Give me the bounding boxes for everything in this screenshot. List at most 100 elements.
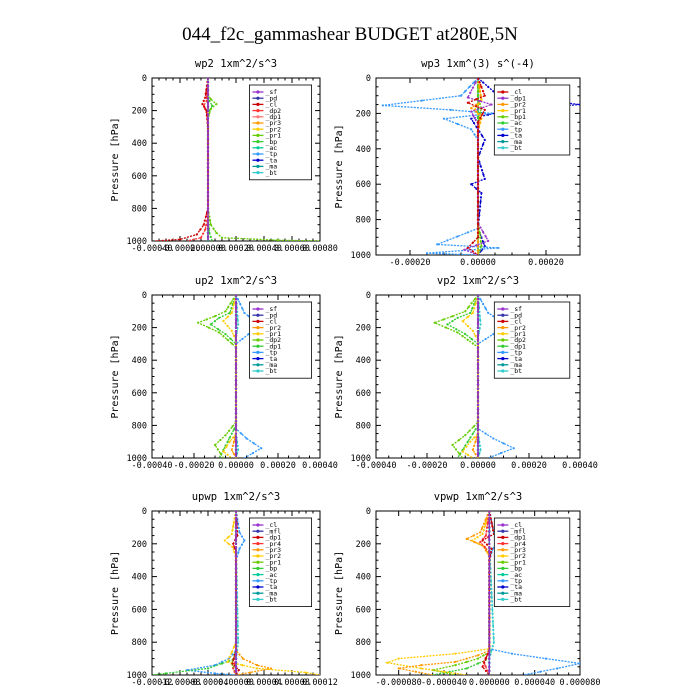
legend-label: _bt [265,169,277,177]
series-point_tp [512,447,515,450]
series-point_bt [490,583,493,586]
series-point_pr2 [226,660,229,663]
series-point_sf [206,78,210,80]
series-point_cl [488,649,491,652]
series-point_pr2 [304,671,308,674]
series-point_cl [476,78,480,80]
series-point_dp1 [471,307,474,310]
series-point_tp [456,235,459,238]
panel-title: vpwp 1xm^2/s^3 [434,491,523,503]
series-point_dp2 [467,306,470,309]
legend: _sf_pd_cl_pr2_pr1_dp2_dp1_tp_ta_ma_bt [249,301,313,379]
series-point_bt [478,314,481,318]
series-point_sf [206,235,210,239]
series-point_sf [206,113,210,116]
series-point_ta [482,143,485,146]
series-point_pr2 [471,539,474,542]
legend-marker [501,573,505,577]
series-point_sf [476,314,480,317]
legend-label: _bp [265,565,277,573]
legend-marker [256,338,260,342]
series-point_tp [245,437,248,440]
series-point_sf [476,403,480,407]
series-point_tp [492,315,495,318]
series-point_pr2 [476,249,480,252]
series-point_cl [234,530,238,533]
legend-marker [256,579,260,583]
legend-frame [249,84,313,181]
series-point_bp [208,99,211,102]
series-point_dp1 [446,323,449,326]
series-point_sf [476,359,480,362]
series-point_cl [234,534,238,537]
legend-marker [256,152,260,156]
series-point_cl [476,196,480,199]
series-point_pr2 [231,545,234,549]
legend-label: _dp2 [265,336,281,344]
series-point_cl [204,92,207,95]
series-point_bt [491,604,494,607]
legend-marker [501,363,505,367]
series-point_bt [236,637,240,640]
series-point_cl [466,101,469,104]
legend-label: _pr2 [510,324,526,332]
series-point_cl [234,641,238,644]
series-point_ta [483,138,486,142]
series-point_cl [471,250,474,253]
legend-label: _cl [265,101,277,109]
series-point_sf [476,452,480,456]
series-point_tp [473,133,476,136]
legend-label: _ac [510,119,522,127]
series-point_cl [476,130,480,133]
series-point_tp [252,442,255,445]
series-group [154,78,320,241]
series-point_pr1 [209,219,212,222]
series-point_sf [476,295,480,297]
series-point_pr4 [485,526,489,529]
series-point_pr3 [454,660,457,663]
series-point_sf [206,138,210,141]
series-point_sf [234,408,238,411]
series-point_bp1 [479,236,482,239]
series-point_bt [478,327,481,330]
series-point_sf [476,412,480,415]
series-point_dp1 [490,103,493,106]
series-group [384,511,580,675]
series-point_cl [205,88,208,91]
legend-marker [256,171,260,175]
series-point_bt [236,444,239,447]
legend-label: _bt [265,596,277,604]
series-point_tp [213,672,217,675]
series-point_cl [476,205,480,208]
series-point_dp1 [461,448,464,451]
series-point_sf [476,408,480,411]
series-point_tp [251,452,254,455]
series-point_ta [483,177,486,180]
series-point_sf [476,302,480,305]
series-point_tp [240,432,243,435]
series-point_dp2 [445,326,448,329]
series-point_ta [487,85,490,88]
legend-marker [501,542,505,546]
series-point_sf [234,346,238,350]
x-tick-label: -0.00040 [132,244,173,254]
series-point_sf [206,93,210,96]
x-tick-label: 0.000040 [514,678,555,688]
series-point_dp1 [229,337,232,341]
series-point_sf [234,367,238,370]
series-point_dp2 [205,224,208,227]
legend-label: _tp [265,577,277,585]
series-point_pr2 [471,448,474,451]
series-point_cl [488,645,491,648]
series-point_pr1 [230,311,233,315]
series-point_sf [206,231,210,234]
legend-marker [256,121,260,125]
series-point_cl [234,637,238,640]
series-point_sf [476,322,480,325]
series-point_tp [492,333,495,336]
legend-marker [501,127,505,131]
series-point_cl [488,526,491,529]
series-point_pr3 [269,667,273,670]
legend-marker [256,158,260,162]
series-point_dp1 [469,311,472,315]
